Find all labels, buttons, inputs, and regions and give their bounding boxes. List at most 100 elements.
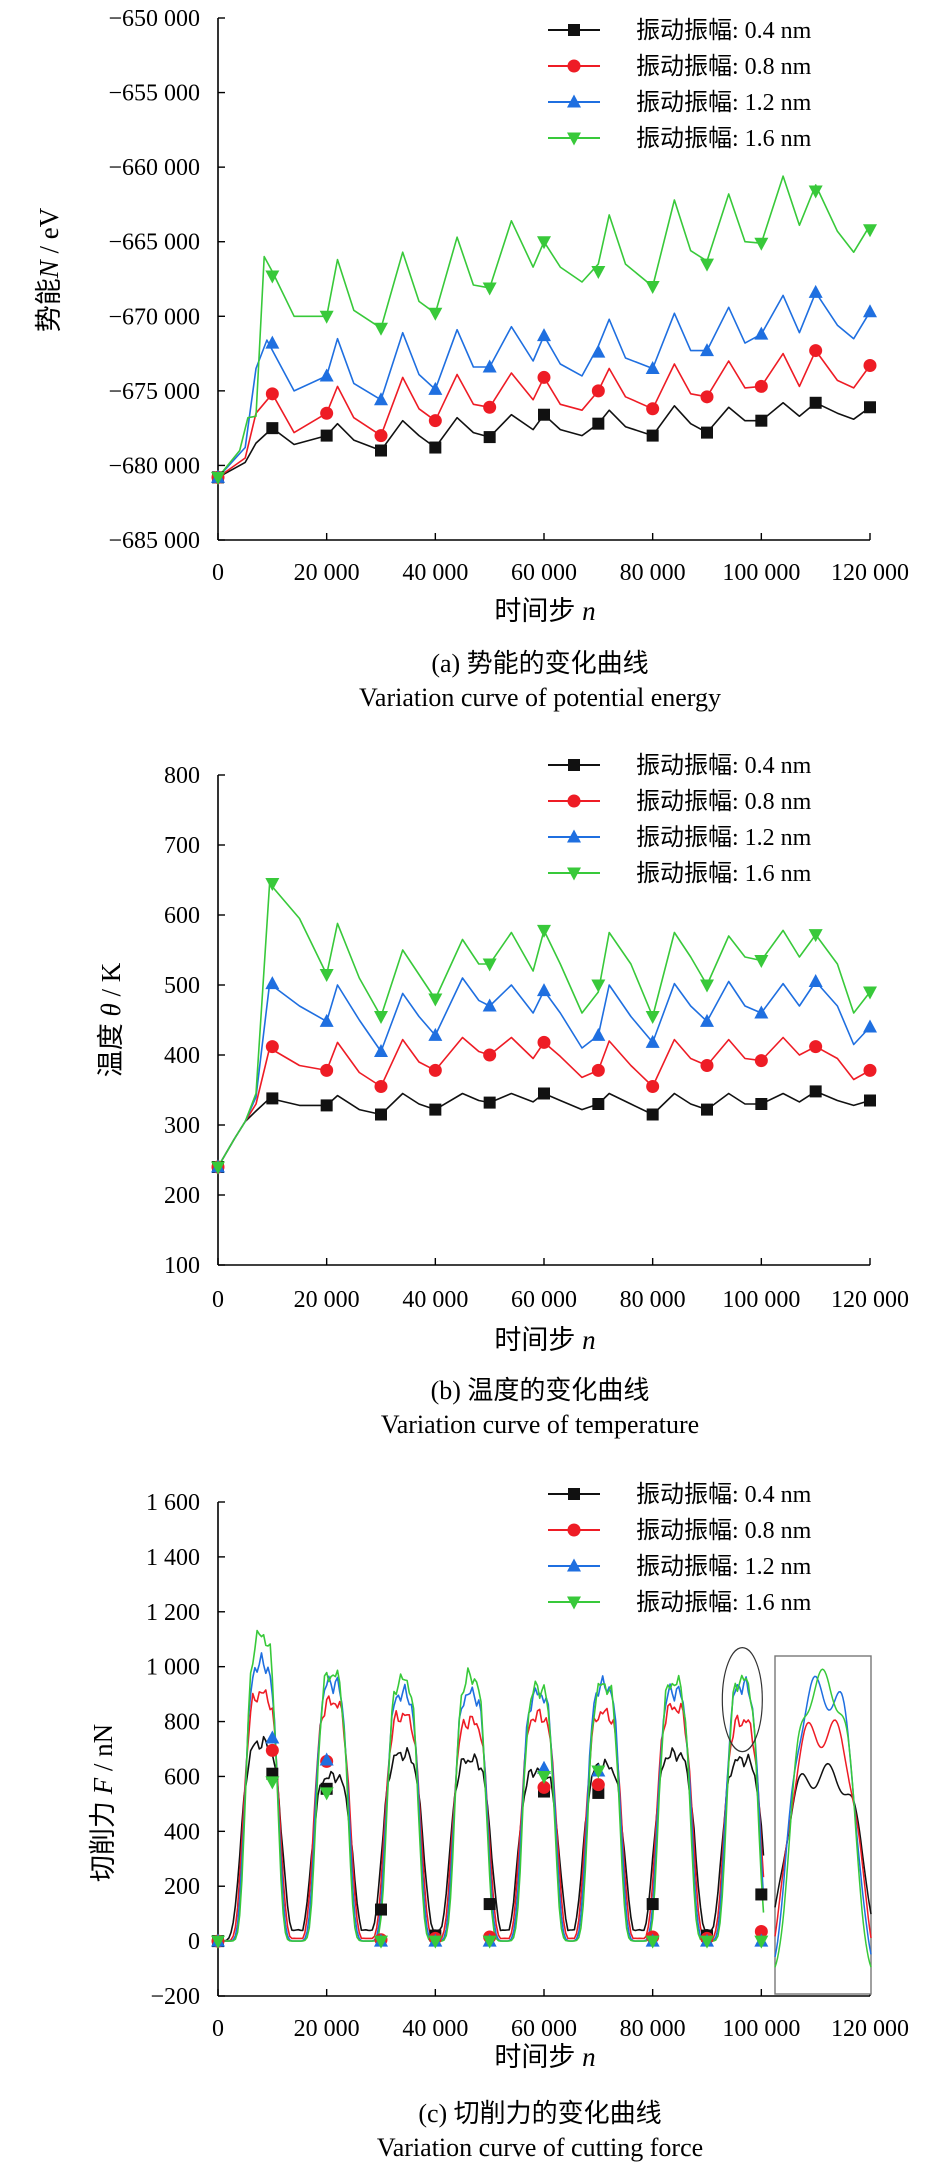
data-point-1: [755, 1888, 768, 1901]
data-point-3: [428, 1027, 443, 1041]
data-point-3: [645, 360, 660, 374]
data-point-3: [537, 1760, 551, 1774]
y-tick-label: 1 400: [146, 1545, 200, 1571]
data-point-1: [483, 1096, 496, 1109]
data-point-1: [320, 1099, 333, 1112]
data-point-4: [374, 322, 388, 336]
legend-label-1: 振动振幅: 0.4 nm: [636, 17, 812, 44]
data-point-4: [211, 1935, 225, 1949]
legend-marker-2: [567, 59, 581, 73]
legend-label-3: 振动振幅: 1.2 nm: [636, 89, 812, 116]
data-point-3: [700, 1013, 714, 1027]
data-point-3: [863, 1019, 877, 1033]
data-point-3: [863, 304, 877, 318]
x-tick-label: 20 000: [294, 1287, 360, 1313]
data-point-1: [429, 1103, 442, 1116]
data-point-3: [754, 326, 769, 340]
y-axis-label-a: 势能: [34, 278, 64, 332]
data-point-2: [428, 1063, 442, 1077]
data-point-4: [265, 878, 280, 891]
data-point-2: [809, 1040, 823, 1054]
data-point-3: [319, 1752, 334, 1766]
y-tick-label: 800: [164, 1710, 200, 1736]
legend-label-2: 振动振幅: 0.8 nm: [636, 53, 812, 80]
y-tick-label: −670 000: [108, 304, 200, 330]
data-point-4: [863, 986, 877, 1000]
data-point-4: [428, 307, 443, 321]
series-line-3: [217, 977, 871, 1168]
data-point-1: [483, 431, 496, 444]
y-tick-label: 1 600: [146, 1490, 200, 1516]
legend-marker-4: [567, 132, 581, 146]
data-point-3: [319, 368, 334, 382]
y-axis-unit-c: / nN: [88, 1724, 118, 1778]
y-axis-title-b: 温度 θ / K: [96, 962, 126, 1077]
data-point-4: [645, 280, 660, 294]
data-point-4: [754, 237, 769, 251]
x-tick-label: 120 000: [831, 1287, 909, 1313]
x-axis-title-b: 时间步 n: [494, 1325, 595, 1355]
data-point-3: [265, 976, 280, 990]
y-tick-label: 600: [164, 903, 200, 929]
x-tick-label: 100 000: [722, 1287, 800, 1313]
caption-cn-b: (b) 温度的变化曲线: [431, 1376, 650, 1405]
y-tick-label: 500: [164, 973, 200, 999]
y-tick-label: 200: [164, 1874, 200, 1900]
data-point-4: [319, 310, 334, 324]
data-point-4: [863, 224, 877, 238]
x-tick-label: 40 000: [402, 560, 468, 586]
data-point-2: [483, 400, 497, 414]
data-point-3: [482, 359, 497, 373]
data-point-3: [537, 328, 551, 342]
series-line-1: [217, 1090, 871, 1168]
caption-en-a: Variation curve of potential energy: [359, 683, 721, 712]
data-point-3: [591, 344, 606, 358]
data-point-4: [319, 1787, 334, 1801]
data-point-2: [265, 1040, 279, 1054]
y-tick-label: −685 000: [108, 528, 200, 554]
y-axis-title-a: 势能N / eV: [34, 207, 64, 332]
x-axis-var-c: n: [582, 2042, 596, 2072]
data-point-4: [537, 924, 551, 938]
y-tick-label: 300: [164, 1113, 200, 1139]
data-point-3: [591, 1027, 606, 1041]
data-point-4: [482, 1935, 497, 1949]
data-point-3: [428, 381, 443, 395]
x-tick-label: 0: [212, 2016, 224, 2042]
series-line-4: [218, 1629, 765, 1942]
data-point-4: [700, 979, 714, 993]
data-point-1: [538, 408, 550, 421]
data-point-2: [265, 1743, 279, 1757]
zoom-region-ellipse: [721, 1647, 763, 1753]
y-tick-label: 400: [164, 1043, 200, 1069]
x-tick-label: 60 000: [511, 2016, 577, 2042]
data-point-2: [374, 1080, 388, 1093]
data-point-4: [591, 1765, 606, 1779]
x-axis-label-b: 时间步: [494, 1325, 575, 1355]
data-point-4: [700, 1935, 714, 1949]
series-line-3: [217, 291, 871, 478]
caption-en-c: Variation curve of cutting force: [377, 2133, 703, 2162]
data-point-1: [375, 1108, 387, 1121]
data-point-1: [320, 429, 333, 442]
legend-label-4: 振动振幅: 1.6 nm: [636, 125, 812, 152]
data-point-4: [591, 266, 606, 280]
data-point-1: [592, 417, 605, 430]
y-axis-var-c: F: [88, 1777, 118, 1795]
legend-marker-3: [567, 94, 581, 108]
legend-label-2: 振动振幅: 0.8 nm: [636, 1517, 812, 1544]
series-line-1: [218, 1735, 765, 1942]
y-tick-label: 700: [164, 833, 200, 859]
series-line-4: [217, 175, 871, 478]
data-point-4: [428, 1935, 443, 1949]
inset-series-line-4: [774, 1668, 872, 1968]
data-point-4: [428, 993, 443, 1007]
legend-marker-4: [567, 867, 581, 881]
data-point-4: [537, 1770, 551, 1784]
legend-label-3: 振动振幅: 1.2 nm: [636, 824, 812, 851]
y-tick-label: 1 200: [146, 1600, 200, 1626]
data-point-4: [319, 969, 334, 982]
data-point-4: [211, 1161, 225, 1175]
y-axis-label-b: 温度: [96, 1023, 126, 1077]
